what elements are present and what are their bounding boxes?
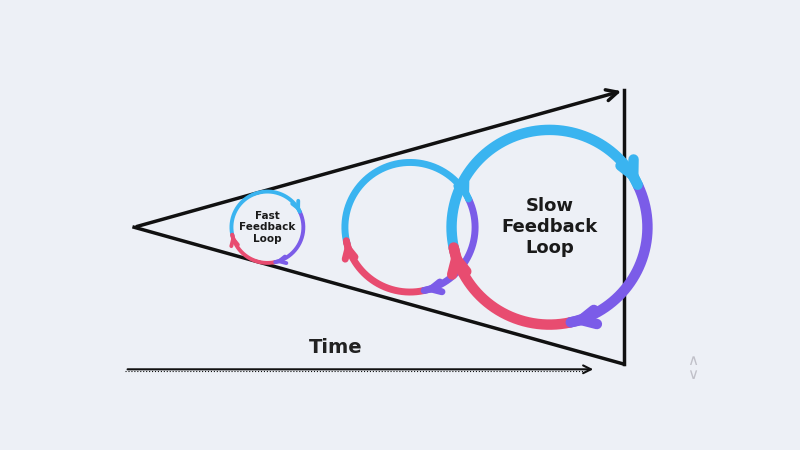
Text: Time: Time xyxy=(309,338,362,357)
Text: ∧: ∧ xyxy=(686,353,698,368)
Text: Slow
Feedback
Loop: Slow Feedback Loop xyxy=(502,198,598,257)
Text: ∨: ∨ xyxy=(686,367,698,382)
Text: Fast
Feedback
Loop: Fast Feedback Loop xyxy=(239,211,295,244)
